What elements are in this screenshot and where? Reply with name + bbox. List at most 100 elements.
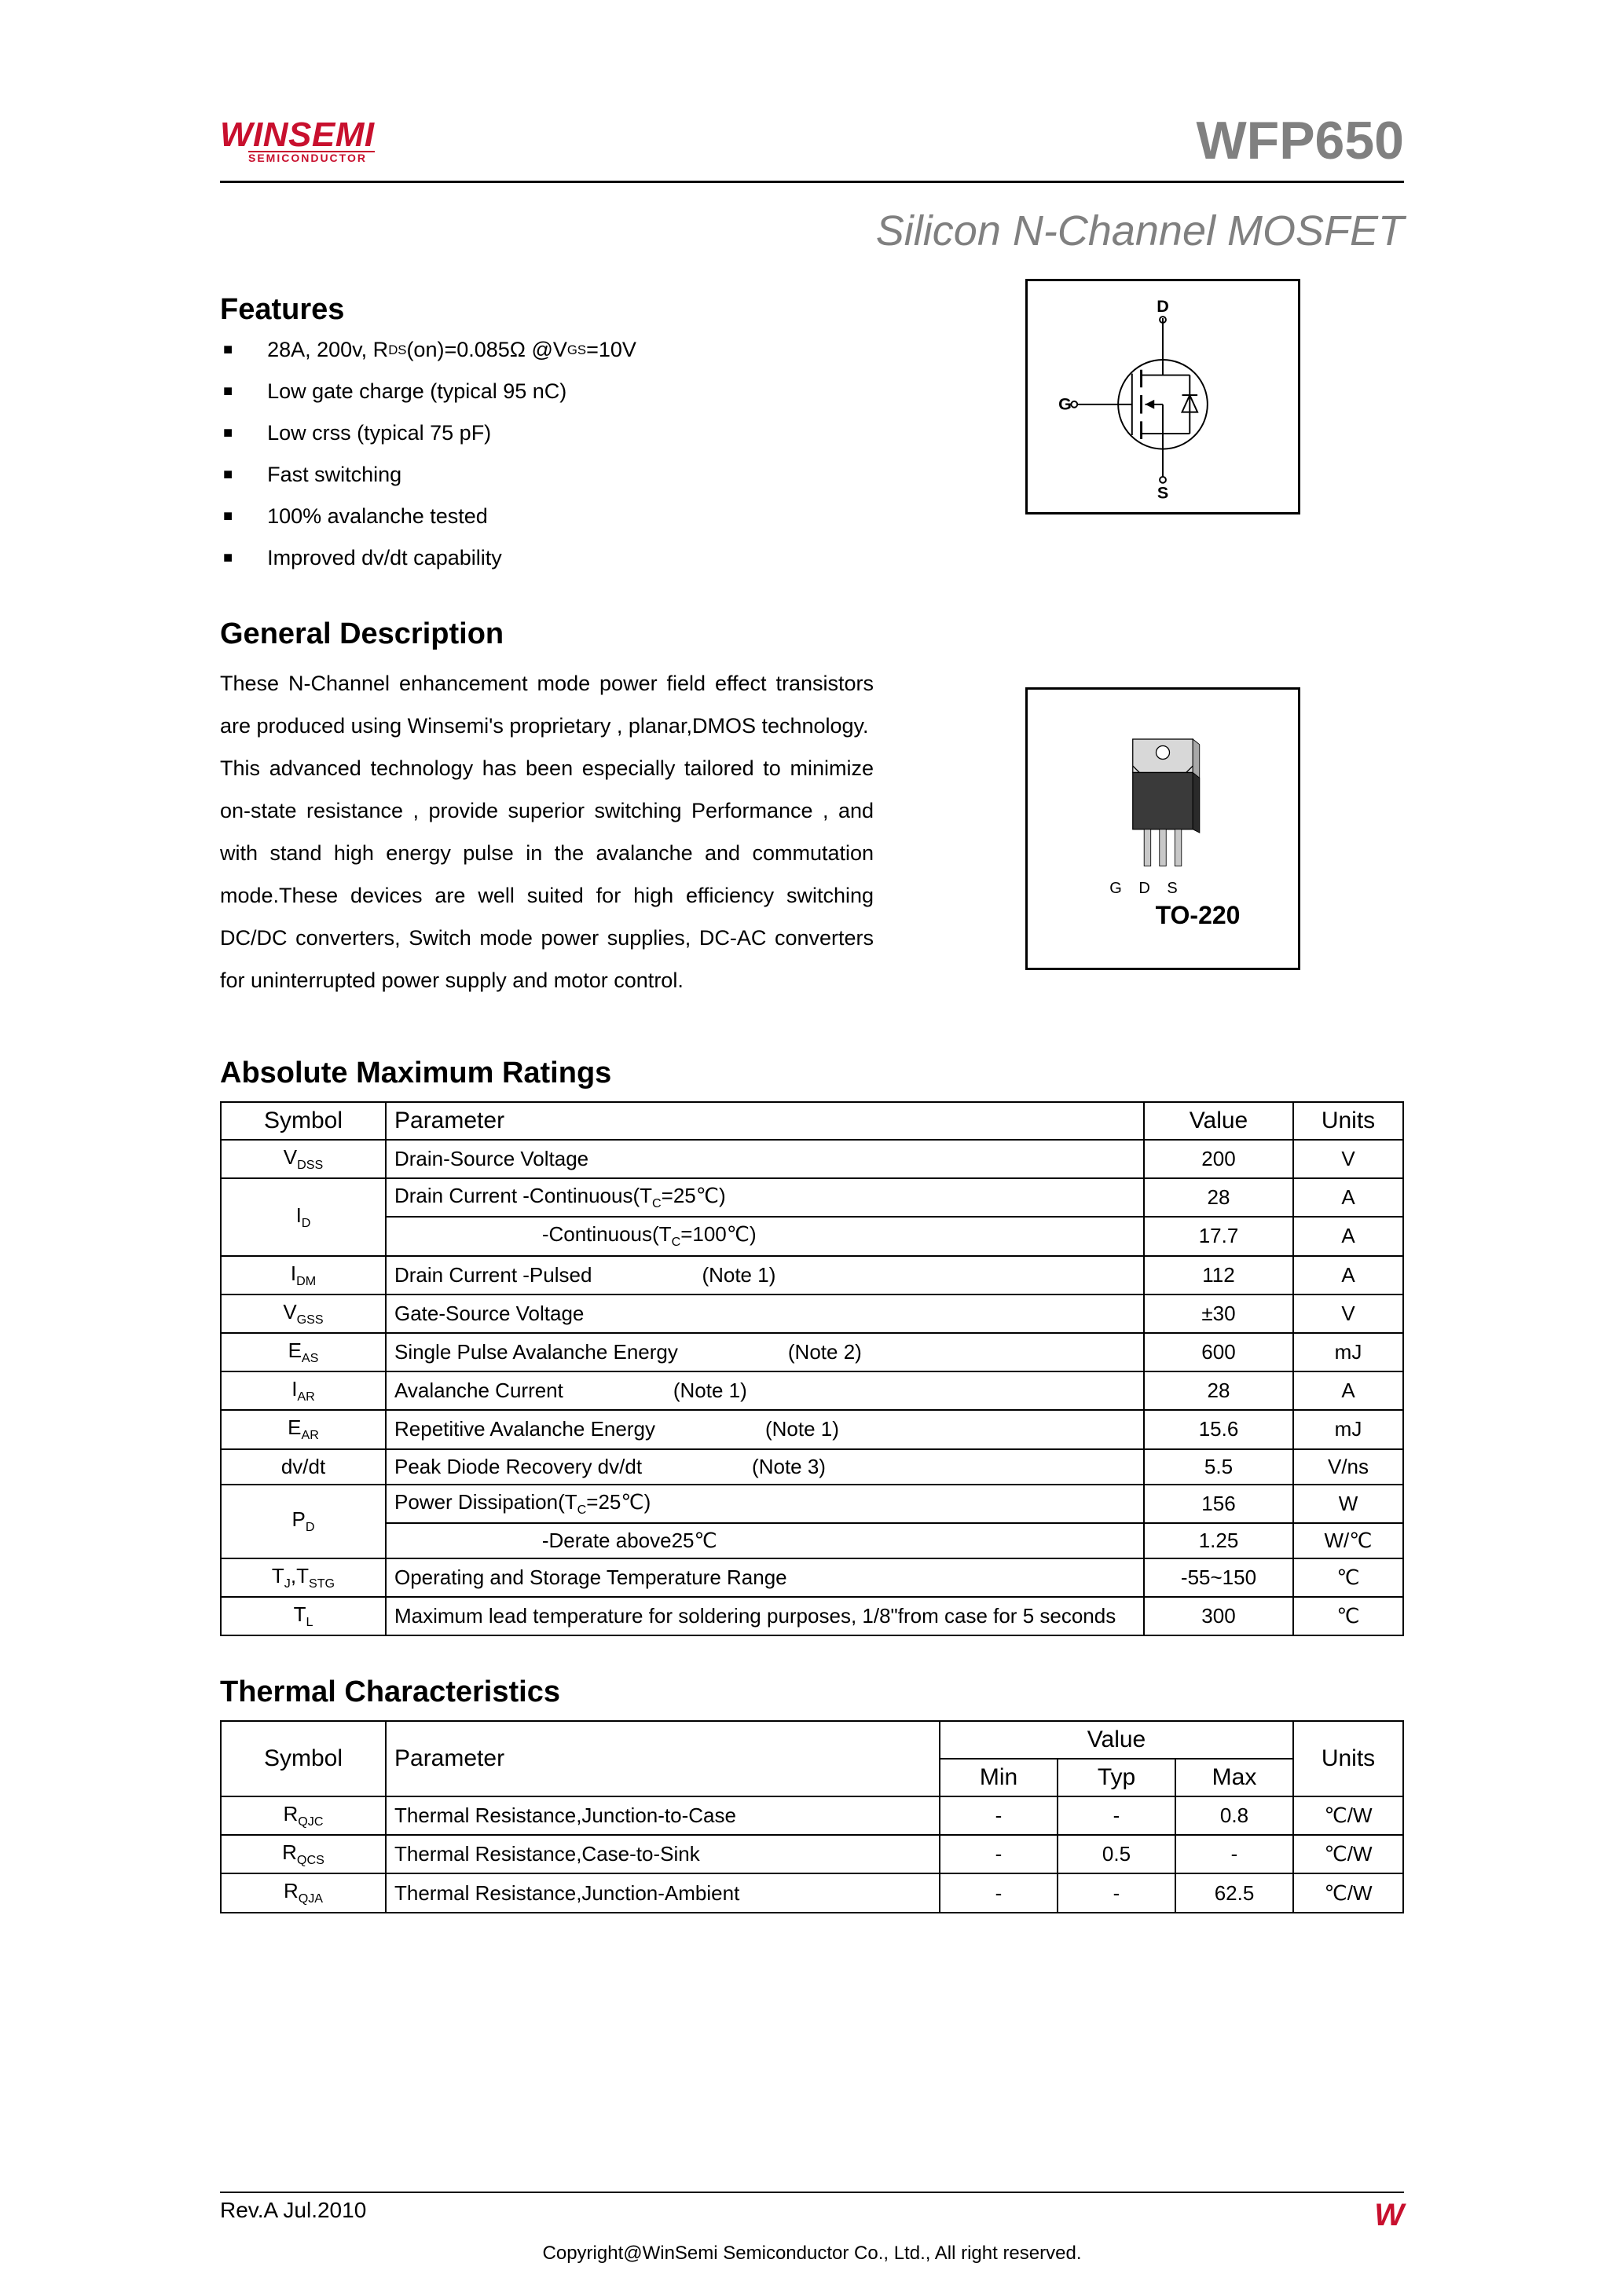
symbol-cell: ID [221, 1178, 386, 1255]
therm-header-typ: Typ [1058, 1759, 1175, 1796]
units-cell: mJ [1293, 1410, 1403, 1448]
package-name: TO-220 [1156, 901, 1241, 930]
symbol-cell: TJ,TSTG [221, 1558, 386, 1597]
parameter-cell: Drain Current -Continuous(TC=25℃) [386, 1178, 1144, 1217]
symbol-cell: RQCS [221, 1835, 386, 1873]
thermal-heading: Thermal Characteristics [220, 1675, 1404, 1709]
min-cell: - [940, 1835, 1058, 1873]
company-logo: WINSEMI SEMICONDUCTOR [220, 118, 375, 163]
value-cell: 17.7 [1144, 1217, 1293, 1255]
amr-header-units: Units [1293, 1102, 1403, 1140]
parameter-cell: Drain Current -Pulsed(Note 1) [386, 1256, 1144, 1294]
value-cell: 28 [1144, 1178, 1293, 1217]
parameter-cell: -Continuous(TC=100℃) [386, 1217, 1144, 1255]
units-cell: V/ns [1293, 1449, 1403, 1485]
features-heading: Features [220, 293, 874, 327]
value-cell: 5.5 [1144, 1449, 1293, 1485]
symbol-cell: dv/dt [221, 1449, 386, 1485]
description-heading: General Description [220, 617, 874, 651]
table-row: RQJAThermal Resistance,Junction-Ambient-… [221, 1873, 1403, 1912]
feature-item: 28A, 200v, RDS(on)=0.085Ω @VGS=10V [220, 338, 874, 362]
revision-text: Rev.A Jul.2010 [220, 2198, 366, 2223]
parameter-cell: Maximum lead temperature for soldering p… [386, 1597, 1144, 1635]
symbol-cell: PD [221, 1485, 386, 1558]
units-cell: ℃ [1293, 1597, 1403, 1635]
page-footer: Rev.A Jul.2010 W [220, 2192, 1404, 2233]
feature-item: Low gate charge (typical 95 nC) [220, 379, 874, 404]
therm-header-max: Max [1175, 1759, 1293, 1796]
amr-header-value: Value [1144, 1102, 1293, 1140]
table-row: EARRepetitive Avalanche Energy(Note 1)15… [221, 1410, 1403, 1448]
table-row: TLMaximum lead temperature for soldering… [221, 1597, 1403, 1635]
feature-item: Fast switching [220, 463, 874, 487]
table-row: TJ,TSTGOperating and Storage Temperature… [221, 1558, 1403, 1597]
max-cell: 0.8 [1175, 1796, 1293, 1835]
table-row: IDMDrain Current -Pulsed(Note 1)112A [221, 1256, 1403, 1294]
package-pins-label: G D S [1109, 880, 1183, 898]
symbol-cell: EAR [221, 1410, 386, 1448]
parameter-cell: Gate-Source Voltage [386, 1294, 1144, 1333]
amr-header-symbol: Symbol [221, 1102, 386, 1140]
value-cell: 28 [1144, 1371, 1293, 1410]
value-cell: 300 [1144, 1597, 1293, 1635]
thermal-table: Symbol Parameter Value Units Min Typ Max… [220, 1720, 1404, 1913]
table-row: RQCSThermal Resistance,Case-to-Sink-0.5-… [221, 1835, 1403, 1873]
document-subtitle: Silicon N-Channel MOSFET [220, 207, 1404, 255]
parameter-cell: Thermal Resistance,Junction-to-Case [386, 1796, 940, 1835]
symbol-cell: RQJC [221, 1796, 386, 1835]
units-cell: V [1293, 1294, 1403, 1333]
typ-cell: 0.5 [1058, 1835, 1175, 1873]
symbol-cell: VGSS [221, 1294, 386, 1333]
parameter-cell: Single Pulse Avalanche Energy(Note 2) [386, 1333, 1144, 1371]
logo-main-text: WINSEMI [220, 118, 375, 152]
table-row: IDDrain Current -Continuous(TC=25℃)28A [221, 1178, 1403, 1217]
upper-columns: Features 28A, 200v, RDS(on)=0.085Ω @VGS=… [220, 279, 1404, 1002]
table-row: EASSingle Pulse Avalanche Energy(Note 2)… [221, 1333, 1403, 1371]
symbol-cell: EAS [221, 1333, 386, 1371]
therm-header-value: Value [940, 1721, 1293, 1759]
therm-header-parameter: Parameter [386, 1721, 940, 1796]
therm-header-min: Min [940, 1759, 1058, 1796]
table-row: PDPower Dissipation(TC=25℃)156W [221, 1485, 1403, 1523]
parameter-cell: Thermal Resistance,Junction-Ambient [386, 1873, 940, 1912]
parameter-cell: Avalanche Current(Note 1) [386, 1371, 1144, 1410]
table-header-row: Symbol Parameter Value Units [221, 1102, 1403, 1140]
footer-logo-mark: W [1374, 2198, 1404, 2233]
parameter-cell: Operating and Storage Temperature Range [386, 1558, 1144, 1597]
right-column: D G [921, 279, 1404, 1002]
description-body: These N-Channel enhancement mode power f… [220, 662, 874, 1002]
symbol-cell: IAR [221, 1371, 386, 1410]
pin-g-label: G [1058, 394, 1072, 414]
feature-item: Low crss (typical 75 pF) [220, 421, 874, 445]
units-cell: A [1293, 1256, 1403, 1294]
min-cell: - [940, 1873, 1058, 1912]
value-cell: -55~150 [1144, 1558, 1293, 1597]
part-number: WFP650 [1196, 110, 1404, 171]
parameter-cell: Peak Diode Recovery dv/dt(Note 3) [386, 1449, 1144, 1485]
table-row: RQJCThermal Resistance,Junction-to-Case-… [221, 1796, 1403, 1835]
symbol-cell: VDSS [221, 1140, 386, 1178]
table-row: -Continuous(TC=100℃)17.7A [221, 1217, 1403, 1255]
pin-d-label: D [1157, 296, 1169, 316]
parameter-cell: Thermal Resistance,Case-to-Sink [386, 1835, 940, 1873]
value-cell: 200 [1144, 1140, 1293, 1178]
parameter-cell: Drain-Source Voltage [386, 1140, 1144, 1178]
pin-s-label: S [1157, 482, 1168, 502]
units-cell: V [1293, 1140, 1403, 1178]
units-cell: ℃ [1293, 1558, 1403, 1597]
amr-header-parameter: Parameter [386, 1102, 1144, 1140]
table-row: dv/dtPeak Diode Recovery dv/dt(Note 3)5.… [221, 1449, 1403, 1485]
value-cell: 112 [1144, 1256, 1293, 1294]
value-cell: 15.6 [1144, 1410, 1293, 1448]
symbol-cell: IDM [221, 1256, 386, 1294]
table-row: VGSSGate-Source Voltage±30V [221, 1294, 1403, 1333]
units-cell: mJ [1293, 1333, 1403, 1371]
units-cell: W [1293, 1485, 1403, 1523]
value-cell: 156 [1144, 1485, 1293, 1523]
typ-cell: - [1058, 1873, 1175, 1912]
logo-sub-text: SEMICONDUCTOR [248, 151, 375, 163]
amr-heading: Absolute Maximum Ratings [220, 1056, 1404, 1090]
parameter-cell: Repetitive Avalanche Energy(Note 1) [386, 1410, 1144, 1448]
table-row: IARAvalanche Current(Note 1)28A [221, 1371, 1403, 1410]
units-cell: A [1293, 1178, 1403, 1217]
